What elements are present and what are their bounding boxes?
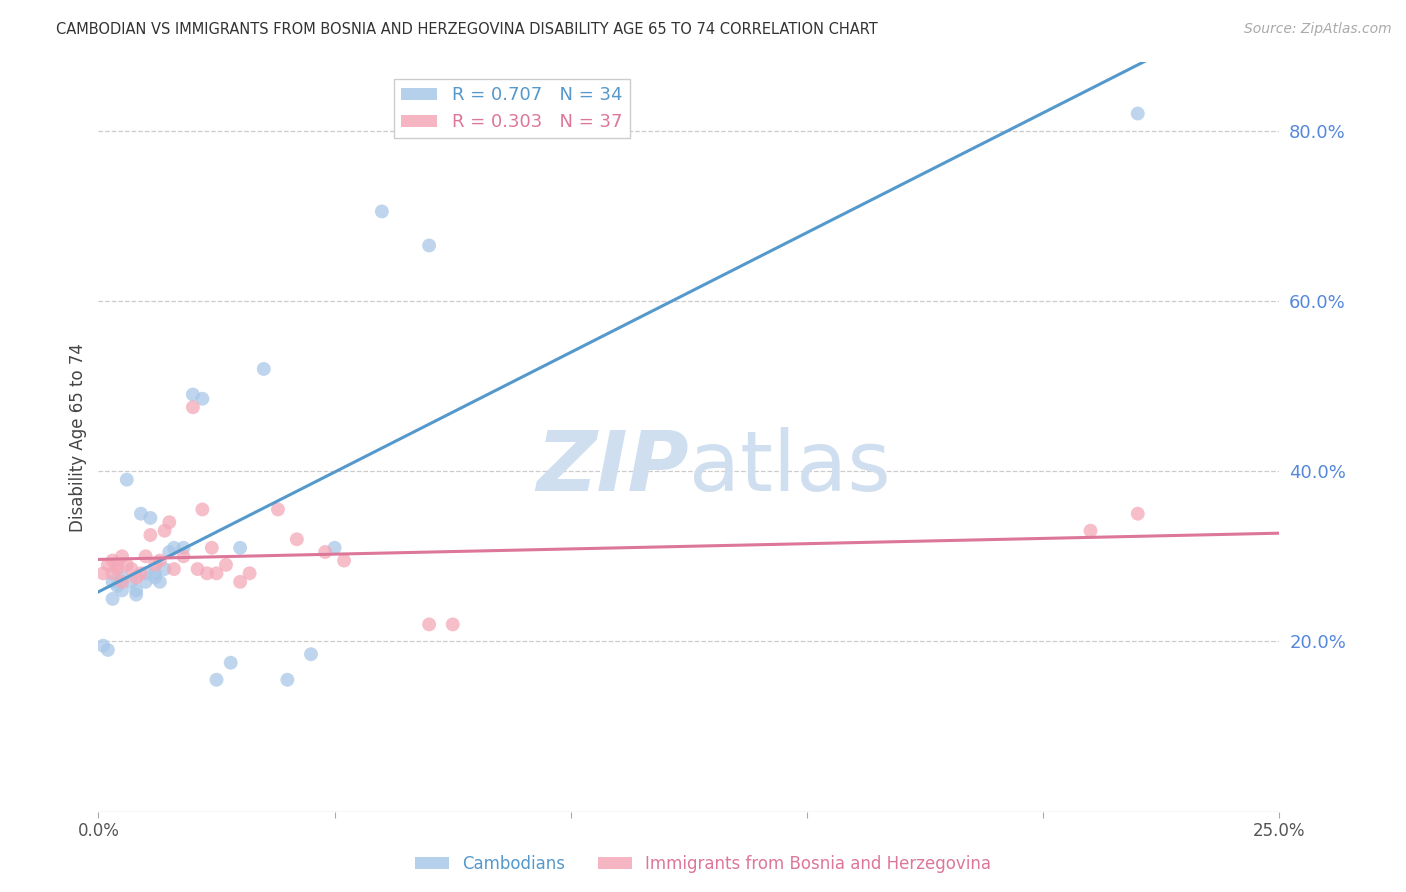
Point xyxy=(101,574,124,589)
Point xyxy=(157,515,180,529)
Point xyxy=(91,639,114,653)
Point xyxy=(129,507,152,521)
Point xyxy=(121,562,143,576)
Point xyxy=(97,643,120,657)
Point xyxy=(441,617,464,632)
Point xyxy=(163,562,186,576)
Point xyxy=(1126,507,1149,521)
Point xyxy=(111,574,134,589)
Point xyxy=(111,549,134,564)
Point xyxy=(418,617,440,632)
Point xyxy=(125,571,148,585)
Point xyxy=(163,541,186,555)
Point xyxy=(91,566,114,581)
Point xyxy=(115,473,138,487)
Point xyxy=(191,392,214,406)
Point xyxy=(143,566,166,581)
Point xyxy=(153,562,176,576)
Point xyxy=(111,583,134,598)
Point xyxy=(1126,106,1149,120)
Point xyxy=(229,541,252,555)
Point xyxy=(125,588,148,602)
Point xyxy=(371,204,394,219)
Point xyxy=(276,673,298,687)
Point xyxy=(105,579,128,593)
Text: CAMBODIAN VS IMMIGRANTS FROM BOSNIA AND HERZEGOVINA DISABILITY AGE 65 TO 74 CORR: CAMBODIAN VS IMMIGRANTS FROM BOSNIA AND … xyxy=(56,22,877,37)
Point xyxy=(201,541,224,555)
Point xyxy=(323,541,346,555)
Point xyxy=(195,566,218,581)
Point xyxy=(111,571,134,585)
Point xyxy=(97,558,120,572)
Point xyxy=(101,566,124,581)
Point xyxy=(135,574,157,589)
Point xyxy=(299,647,322,661)
Point xyxy=(115,558,138,572)
Point xyxy=(143,558,166,572)
Point xyxy=(215,558,238,572)
Point xyxy=(125,583,148,598)
Point xyxy=(172,541,194,555)
Point xyxy=(205,673,228,687)
Point xyxy=(333,553,356,567)
Point xyxy=(187,562,209,576)
Point xyxy=(219,656,242,670)
Point xyxy=(1080,524,1102,538)
Point xyxy=(101,591,124,606)
Point xyxy=(149,574,172,589)
Point xyxy=(105,562,128,576)
Legend: Cambodians, Immigrants from Bosnia and Herzegovina: Cambodians, Immigrants from Bosnia and H… xyxy=(409,848,997,880)
Point xyxy=(239,566,262,581)
Point xyxy=(418,238,440,252)
Text: ZIP: ZIP xyxy=(536,426,689,508)
Point xyxy=(129,566,152,581)
Text: Source: ZipAtlas.com: Source: ZipAtlas.com xyxy=(1244,22,1392,37)
Point xyxy=(253,362,276,376)
Legend: R = 0.707   N = 34, R = 0.303   N = 37: R = 0.707 N = 34, R = 0.303 N = 37 xyxy=(394,79,630,138)
Point xyxy=(314,545,336,559)
Text: atlas: atlas xyxy=(689,426,890,508)
Point xyxy=(191,502,214,516)
Point xyxy=(143,571,166,585)
Point xyxy=(181,387,204,401)
Point xyxy=(267,502,290,516)
Point xyxy=(139,528,162,542)
Point xyxy=(121,574,143,589)
Point xyxy=(229,574,252,589)
Point xyxy=(105,558,128,572)
Point xyxy=(135,566,157,581)
Point xyxy=(285,533,308,547)
Point xyxy=(149,553,172,567)
Point xyxy=(101,553,124,567)
Point xyxy=(172,549,194,564)
Point xyxy=(153,524,176,538)
Point xyxy=(205,566,228,581)
Point xyxy=(139,511,162,525)
Point xyxy=(135,549,157,564)
Point xyxy=(181,401,204,415)
Point xyxy=(157,545,180,559)
Y-axis label: Disability Age 65 to 74: Disability Age 65 to 74 xyxy=(69,343,87,532)
